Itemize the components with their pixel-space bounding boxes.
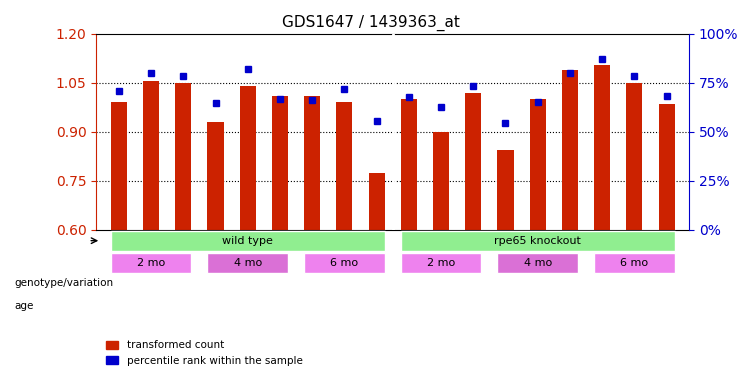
Legend: transformed count, percentile rank within the sample: transformed count, percentile rank withi… — [102, 336, 307, 370]
Text: age: age — [15, 301, 34, 310]
Bar — [272, 96, 288, 230]
Bar — [594, 65, 610, 230]
FancyBboxPatch shape — [111, 253, 191, 273]
FancyBboxPatch shape — [304, 253, 385, 273]
FancyBboxPatch shape — [401, 253, 482, 273]
Bar — [368, 172, 385, 230]
Bar — [239, 86, 256, 230]
FancyBboxPatch shape — [207, 253, 288, 273]
FancyBboxPatch shape — [401, 231, 674, 251]
Bar — [562, 70, 578, 230]
Text: wild type: wild type — [222, 236, 273, 246]
Bar — [433, 132, 449, 230]
Bar — [336, 102, 353, 230]
Bar — [176, 83, 191, 230]
FancyBboxPatch shape — [497, 253, 578, 273]
Text: 2 mo: 2 mo — [427, 258, 455, 268]
FancyBboxPatch shape — [111, 231, 385, 251]
Bar — [626, 83, 642, 230]
Text: 6 mo: 6 mo — [620, 258, 648, 268]
Bar — [401, 99, 417, 230]
Bar — [304, 96, 320, 230]
Bar — [465, 93, 482, 230]
Bar — [530, 99, 546, 230]
Text: genotype/variation: genotype/variation — [15, 278, 114, 288]
Text: 2 mo: 2 mo — [137, 258, 165, 268]
Text: rpe65 knockout: rpe65 knockout — [494, 236, 581, 246]
Text: 4 mo: 4 mo — [524, 258, 552, 268]
Bar — [143, 81, 159, 230]
Bar — [111, 102, 127, 230]
Text: 6 mo: 6 mo — [330, 258, 359, 268]
Bar — [659, 104, 674, 230]
Text: GDS1647 / 1439363_at: GDS1647 / 1439363_at — [282, 15, 459, 31]
Text: 4 mo: 4 mo — [233, 258, 262, 268]
Bar — [497, 150, 514, 230]
FancyBboxPatch shape — [594, 253, 674, 273]
Bar — [207, 122, 224, 230]
